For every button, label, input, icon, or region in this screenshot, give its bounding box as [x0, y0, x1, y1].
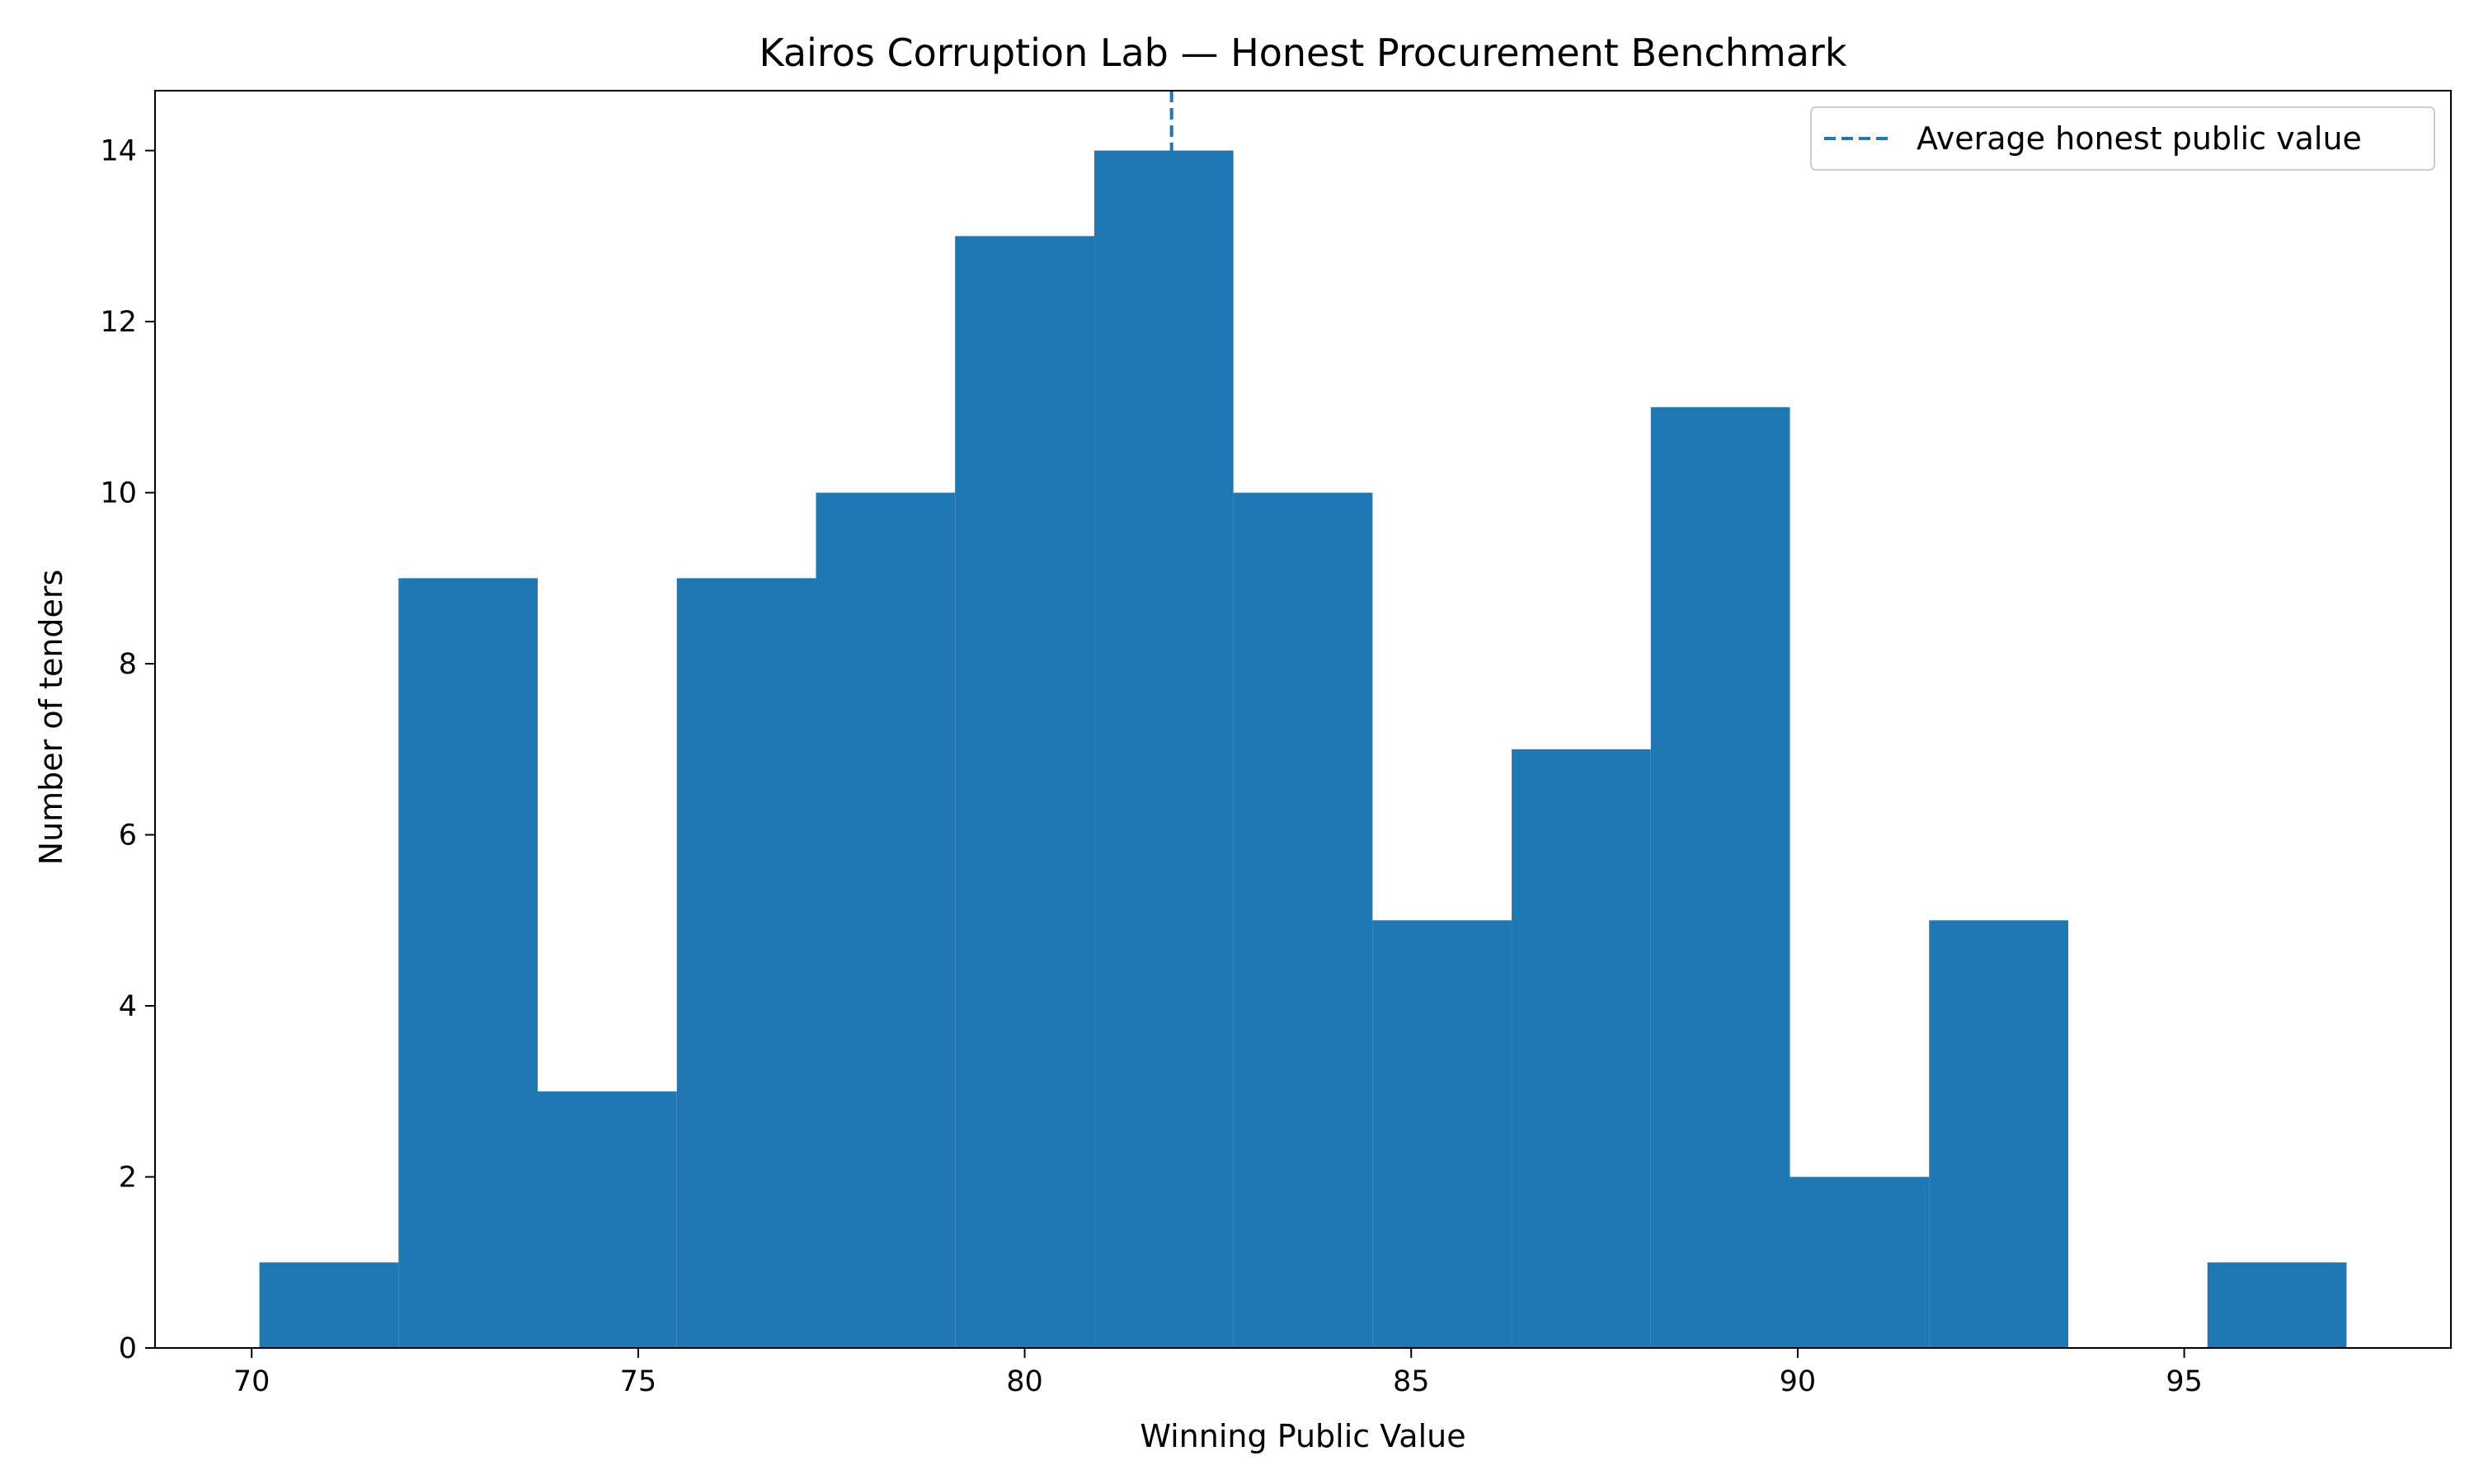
histogram-bar [2207, 1262, 2347, 1348]
x-axis-label: Winning Public Value [1140, 1418, 1465, 1454]
histogram-bar [816, 492, 956, 1349]
y-tick-label: 6 [119, 819, 137, 852]
x-tick-label: 75 [620, 1365, 657, 1398]
histogram-bar [259, 1262, 399, 1348]
histogram-bar [1929, 920, 2068, 1348]
x-tick-label: 85 [1393, 1365, 1430, 1398]
y-axis-label: Number of tenders [33, 570, 69, 866]
histogram-bar [398, 578, 538, 1348]
chart-title: Kairos Corruption Lab — Honest Procureme… [760, 31, 1847, 75]
x-tick-label: 70 [233, 1365, 270, 1398]
legend: Average honest public value [1810, 106, 2435, 171]
histogram-bar [1512, 749, 1651, 1348]
plot-frame [154, 90, 2452, 1349]
histogram-bar [676, 578, 816, 1348]
histogram-bar [538, 1091, 677, 1348]
histogram-bar [955, 236, 1094, 1348]
histogram-bar [1233, 492, 1373, 1349]
x-tick-label: 80 [1006, 1365, 1043, 1398]
y-axis: 0 2 4 6 8 10 12 14 [100, 135, 155, 1365]
histogram-bar [1650, 406, 1790, 1349]
y-tick-label: 4 [119, 990, 137, 1023]
legend-box [1810, 106, 2435, 171]
y-tick-label: 2 [119, 1162, 137, 1195]
legend-label: Average honest public value [1917, 120, 2362, 157]
x-axis: 70 75 80 85 90 95 [233, 1348, 2203, 1398]
y-tick-label: 12 [100, 306, 137, 339]
y-tick-label: 10 [100, 477, 137, 510]
histogram-bar [1372, 920, 1512, 1348]
histogram-bar [1790, 1176, 1930, 1348]
y-tick-label: 0 [119, 1332, 137, 1365]
y-tick-label: 14 [100, 135, 137, 168]
bars-group [259, 150, 2347, 1349]
x-tick-label: 90 [1780, 1365, 1817, 1398]
x-tick-label: 95 [2166, 1365, 2203, 1398]
y-tick-label: 8 [119, 648, 137, 681]
histogram-bar [1094, 150, 1234, 1349]
